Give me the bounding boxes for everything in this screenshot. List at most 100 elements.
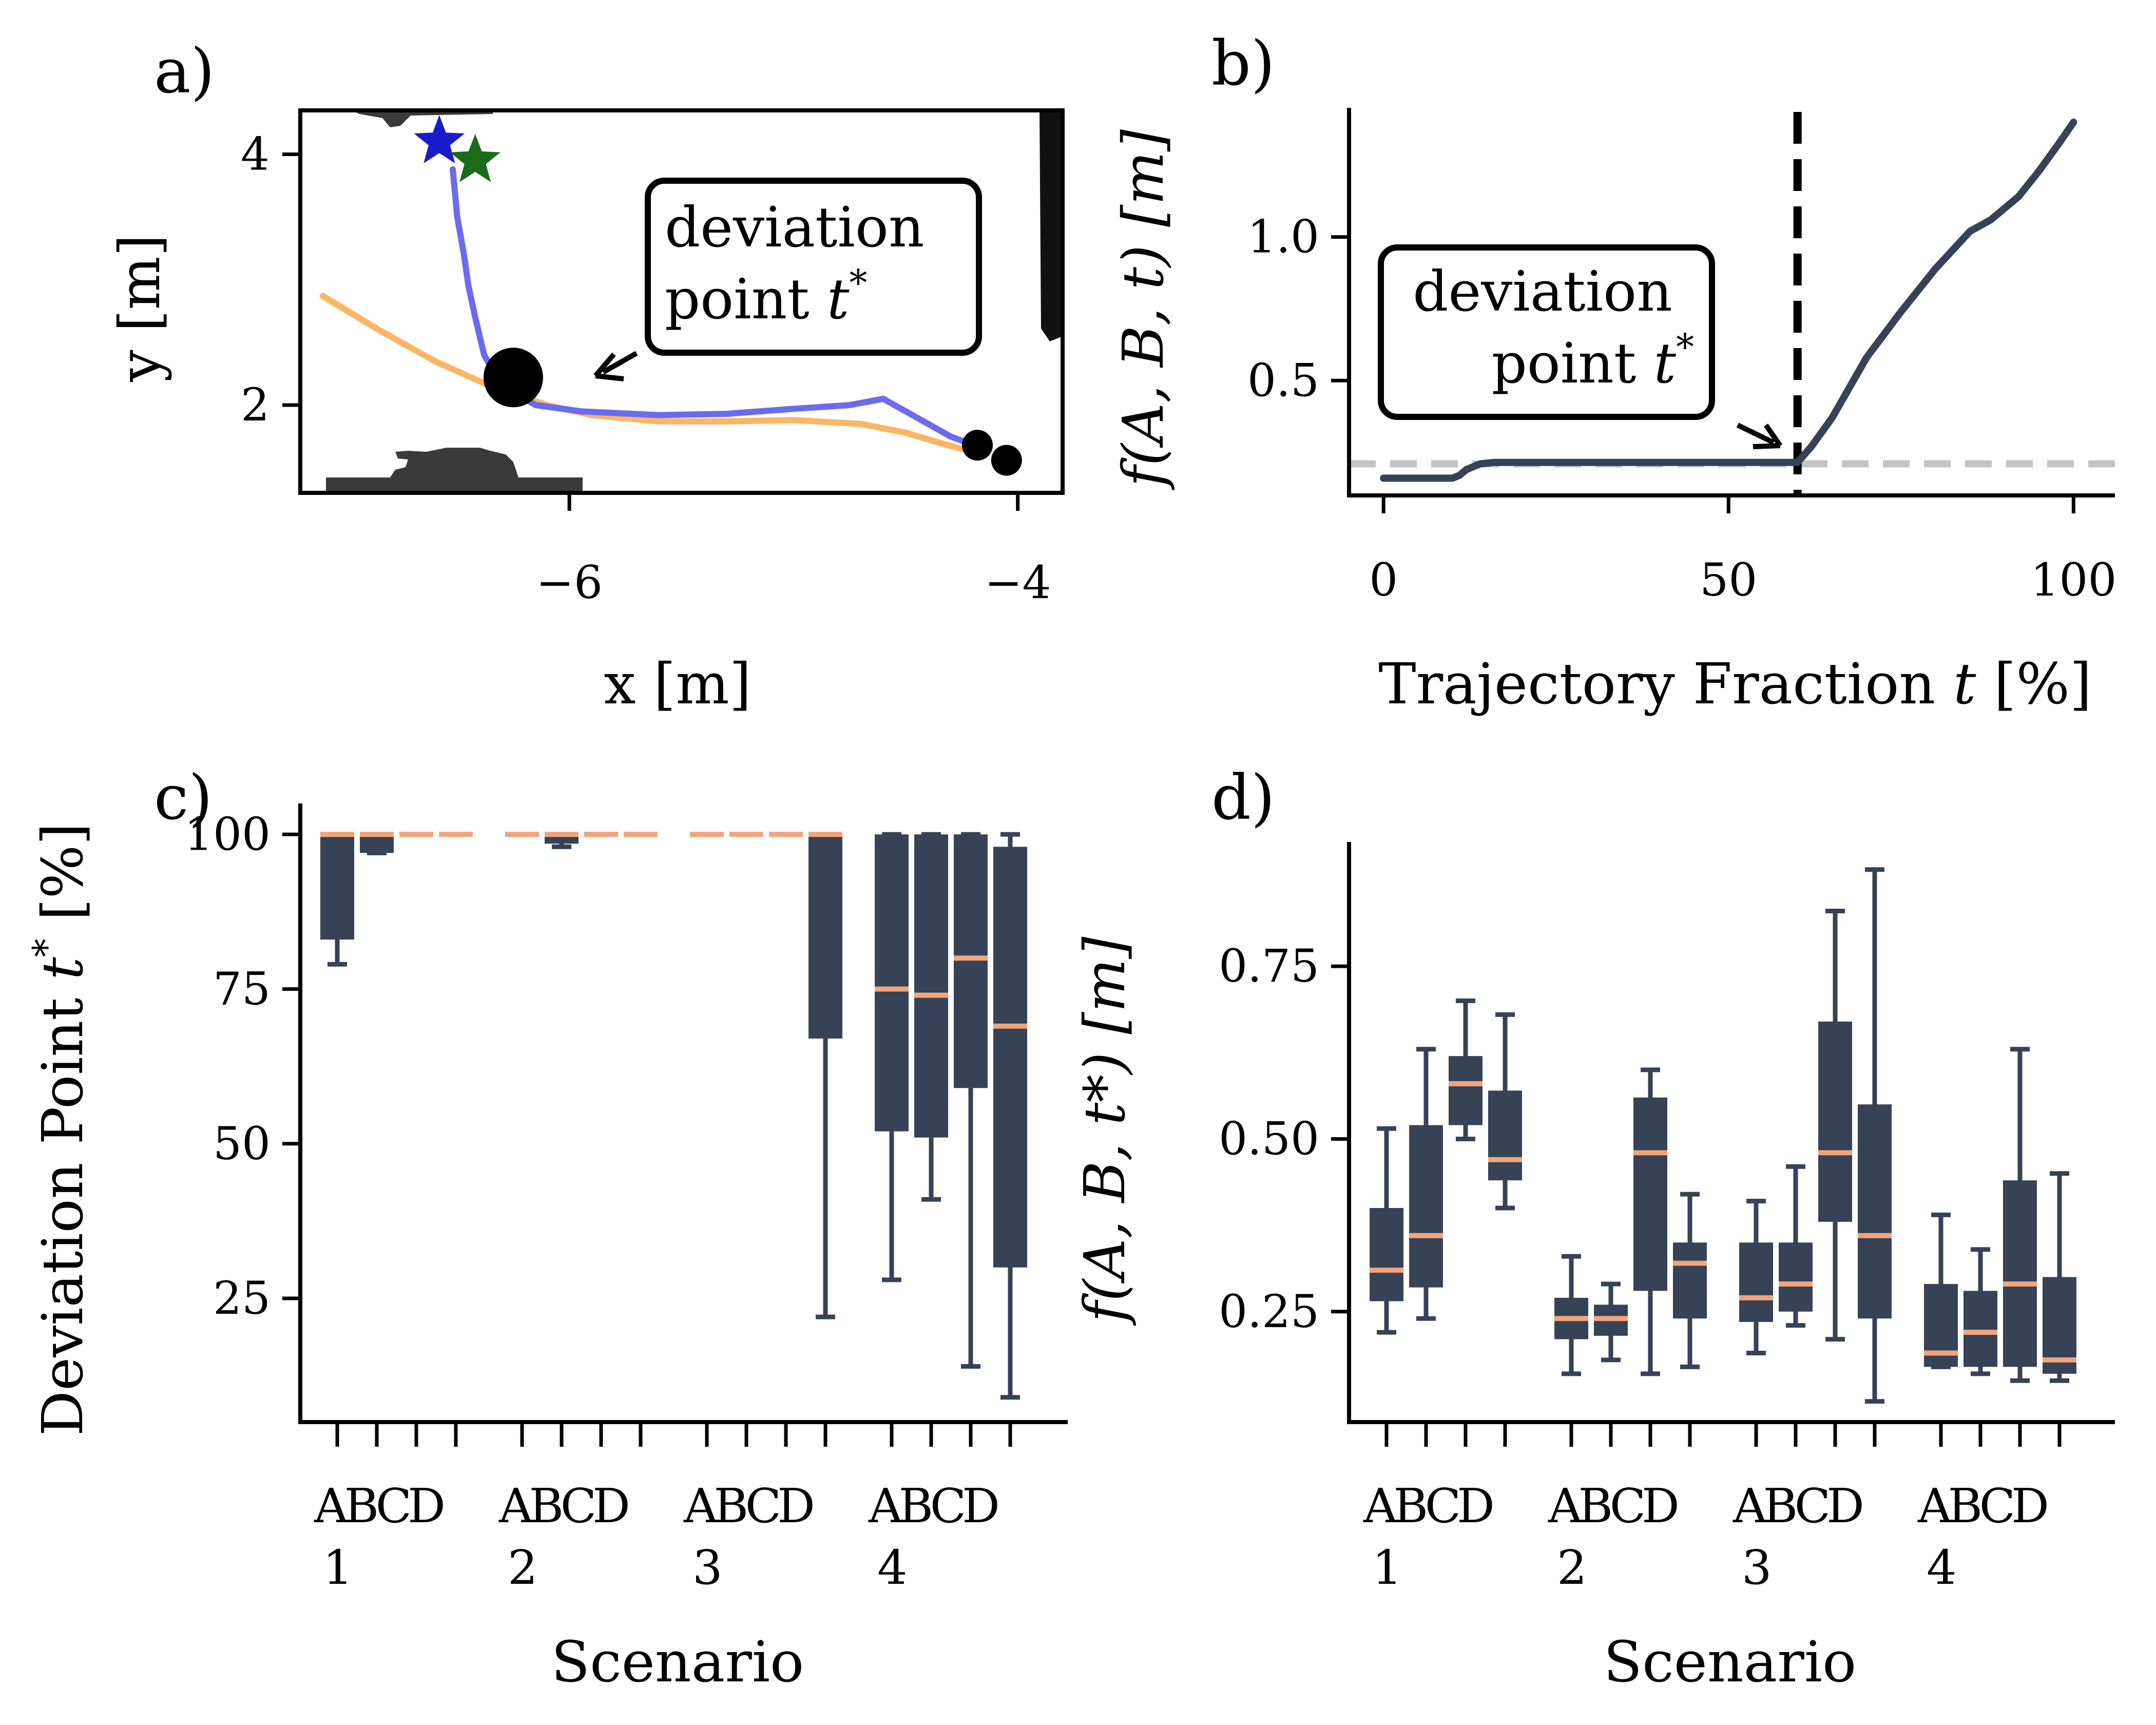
a-ytick-label-1: 4 (241, 127, 270, 180)
annotation-b-arrowhead (1753, 424, 1783, 449)
ytick-label-2: 75 (213, 963, 271, 1015)
xtick-scenario-1: 1 (1372, 1540, 1402, 1595)
panel-b-ylabel: f(A, B, t) [m] (1110, 129, 1176, 490)
iqr-s1-a (1370, 1208, 1403, 1301)
ytick-label-2: 0.75 (1219, 940, 1319, 992)
box-s1-a (320, 832, 354, 967)
iqr-s4-c (954, 834, 988, 1088)
box-s2-b (545, 832, 579, 849)
iqr-s2-c (1633, 1097, 1667, 1291)
xtick-scenario-4: 4 (1927, 1540, 1957, 1595)
iqr-s1-d (1488, 1090, 1522, 1181)
box-s1-d (439, 832, 473, 837)
panel-label-c: c) (154, 762, 213, 834)
annotation-b-line1: deviation (1413, 260, 1672, 324)
iqr-s1-c (1449, 1056, 1483, 1125)
iqr-s4-a (875, 834, 909, 1132)
panel-c-ylabel: Deviation Point t* [%] (25, 823, 95, 1436)
annotation-a-arrowhead (593, 352, 624, 381)
panel-a-xlabel: x [m] (604, 651, 751, 717)
iqr-s4-d (993, 847, 1027, 1268)
annotation-b-line2: point t* (1492, 326, 1694, 396)
iqr-s1-b (360, 834, 394, 853)
xtick-scenario-3: 3 (1742, 1540, 1772, 1595)
box-s3-d (1858, 867, 1892, 1404)
xtick-scenario-3: 3 (692, 1540, 723, 1595)
iqr-s3-a (1739, 1242, 1773, 1322)
xtick-letters-s1: ABCD (1363, 1479, 1492, 1534)
b-xtick-label-0: 0 (1369, 553, 1398, 606)
iqr-s3-c (1818, 1021, 1852, 1222)
trajectory-line-a (319, 293, 965, 452)
ytick-label-3: 100 (184, 808, 271, 860)
xtick-letters-s3: ABCD (683, 1479, 813, 1534)
box-s3-c (769, 832, 803, 837)
box-s2-c (584, 832, 618, 837)
xtick-letters-s3: ABCD (1732, 1479, 1862, 1534)
box-s2-c (1633, 1067, 1667, 1376)
box-s4-c (2003, 1047, 2037, 1383)
box-s1-a (1370, 1126, 1403, 1335)
ytick-label-0: 0.25 (1219, 1285, 1319, 1338)
xtick-scenario-2: 2 (1557, 1540, 1587, 1595)
deviation-circle-marker (483, 348, 543, 408)
box-s1-d (1488, 1012, 1522, 1211)
panel-label-b: b) (1211, 28, 1275, 100)
obstacle-top (352, 110, 493, 127)
box-s2-a (505, 832, 539, 837)
panel-d-ylabel: f(A, B, t*) [m] (1072, 936, 1138, 1326)
box-s3-b (1779, 1164, 1813, 1328)
panel-b-annotation: deviation point t* (1378, 244, 1783, 449)
panel-label-d: d) (1211, 762, 1275, 834)
box-s4-d (993, 832, 1027, 1400)
xtick-scenario-2: 2 (508, 1540, 538, 1595)
a-xtick-label-0: −6 (536, 556, 603, 609)
panel-b-xlabel: Trajectory Fraction t [%] (1378, 651, 2092, 717)
distance-line-0 (1380, 119, 2077, 482)
obstacle-right (1040, 110, 1063, 341)
obstacle-bottom-top (390, 448, 518, 477)
box-s1-c (399, 832, 433, 837)
panel-c-ticks: ABCD 1 ABCD 2 ABCD 3 ABCD 4 25 50 75 100 (184, 808, 1012, 1595)
b-ytick-label-0: 0.5 (1247, 354, 1319, 407)
xtick-letters-s2: ABCD (498, 1479, 628, 1534)
box-s3-a (690, 832, 724, 837)
ytick-label-1: 0.50 (1219, 1112, 1319, 1165)
xtick-letters-s2: ABCD (1548, 1479, 1677, 1534)
iqr-s3-d (808, 834, 842, 1039)
box-s2-d (624, 832, 658, 837)
box-s1-b (360, 832, 394, 855)
iqr-s3-b (1779, 1242, 1813, 1312)
box-s2-d (1673, 1192, 1707, 1369)
start-circle-marker-3 (991, 445, 1022, 476)
box-s3-a (1739, 1199, 1773, 1355)
panel-a-plot (319, 115, 1022, 476)
panel-c-xlabel: Scenario (551, 1629, 804, 1695)
box-s4-c (954, 832, 988, 1369)
panel-c-plot (320, 832, 1027, 1400)
iqr-s1-a (320, 834, 354, 940)
xtick-letters-s4: ABCD (1917, 1479, 2047, 1534)
box-s3-b (729, 832, 763, 837)
annotation-b-arrow (1736, 423, 1775, 445)
panel-d-ticks: ABCD 1 ABCD 2 ABCD 3 ABCD 4 0.25 0.50 0.75 (1219, 940, 2062, 1595)
panel-d: ABCD 1 ABCD 2 ABCD 3 ABCD 4 0.25 0.50 0.75 Scenari… (1072, 842, 2115, 1695)
trajectory-line-b (450, 166, 988, 452)
iqr-s4-c (2003, 1180, 2037, 1367)
panel-c: ABCD 1 ABCD 2 ABCD 3 ABCD 4 25 50 75 100 Scenario D… (25, 803, 1068, 1695)
panel-a: −6 −4 2 4 x [m] y [m] deviation point t* (107, 108, 1065, 717)
box-s4-a (1924, 1212, 1958, 1369)
box-s1-c (1449, 998, 1483, 1141)
obstacle-bottom (326, 477, 583, 493)
iqr-s3-d (1858, 1104, 1892, 1319)
box-s4-b (914, 832, 948, 1202)
box-s1-b (1409, 1047, 1443, 1321)
panel-a-ticks: −6 −4 2 4 (241, 127, 1051, 609)
panel-d-plot (1370, 867, 2076, 1404)
iqr-s2-d (1673, 1242, 1707, 1319)
xtick-letters-s4: ABCD (868, 1479, 997, 1534)
xtick-scenario-4: 4 (877, 1540, 908, 1595)
iqr-s1-b (1409, 1125, 1443, 1288)
ytick-label-1: 50 (213, 1117, 271, 1170)
panel-a-ylabel: y [m] (107, 234, 172, 382)
